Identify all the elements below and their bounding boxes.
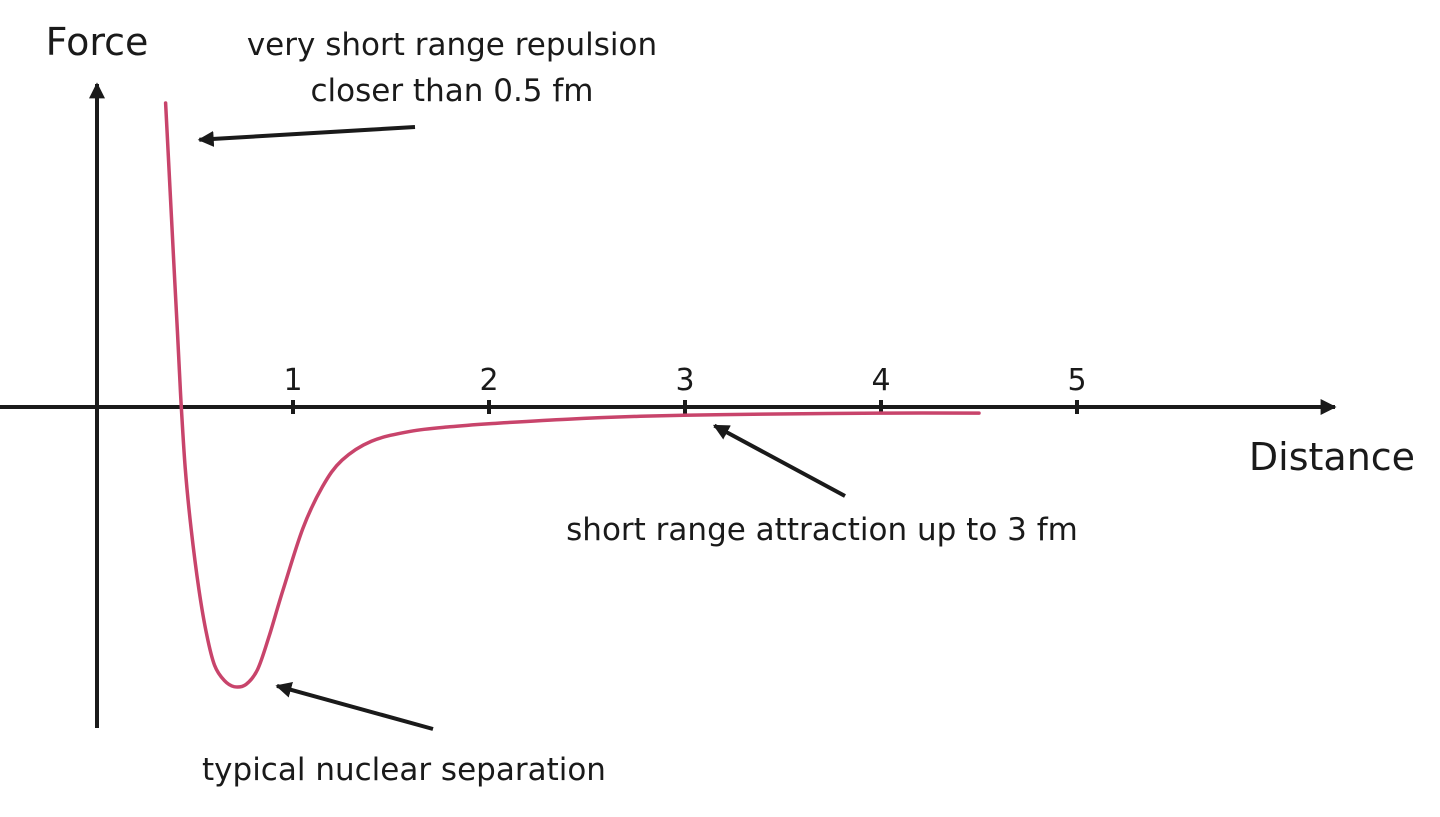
x-tick-label: 2 bbox=[479, 363, 498, 398]
x-tick-label: 1 bbox=[283, 363, 302, 398]
x-tick-label: 5 bbox=[1067, 363, 1086, 398]
annotation-arrow bbox=[275, 682, 434, 731]
annotation-text: very short range repulsion bbox=[247, 27, 657, 63]
y-axis-title: Force bbox=[46, 20, 149, 64]
annotation-arrow bbox=[712, 423, 846, 498]
x-tick-label: 3 bbox=[675, 363, 694, 398]
x-tick-label: 4 bbox=[871, 363, 890, 398]
annotation-arrow bbox=[197, 125, 416, 147]
annotation-text: typical nuclear separation bbox=[202, 752, 606, 788]
x-axis-title: Distance bbox=[1249, 435, 1415, 479]
force-curve bbox=[163, 101, 981, 689]
x-axis-ticks: 1 2 3 4 5 bbox=[283, 363, 1087, 414]
annotations: very short range repulsion closer than 0.… bbox=[197, 27, 1078, 788]
annotation-text: closer than 0.5 fm bbox=[310, 73, 593, 109]
annotation-text: short range attraction up to 3 fm bbox=[566, 512, 1078, 548]
